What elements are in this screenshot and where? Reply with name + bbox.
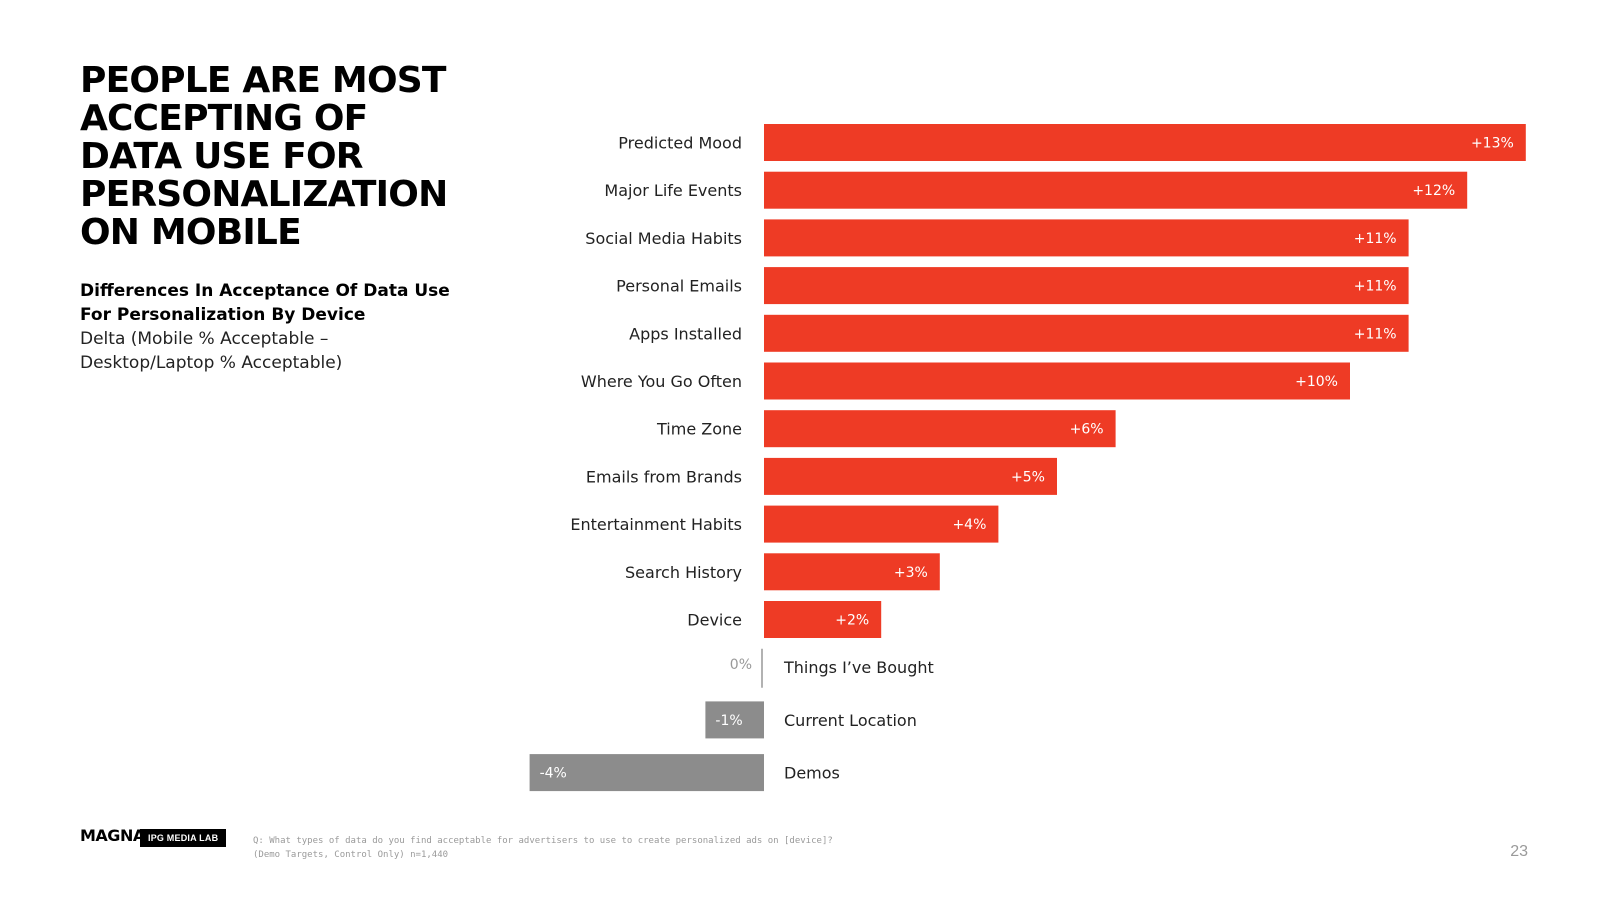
bar-social-media-habits (764, 219, 1409, 257)
bar-time-zone (764, 410, 1116, 448)
survey-question-note: Q: What types of data do you find accept… (253, 836, 833, 860)
magna-logo: MAGNA (80, 826, 145, 845)
ipg-media-lab-logo: IPG MEDIA LAB (140, 829, 227, 847)
bar-entertainment-habits (764, 505, 999, 543)
data-label-current-location: -1% (715, 713, 742, 729)
category-label-where-you-go-often: Where You Go Often (581, 372, 742, 391)
data-label-time-zone: +6% (1070, 422, 1104, 438)
data-label-personal-emails: +11% (1354, 279, 1397, 295)
category-label-major-life-events: Major Life Events (604, 181, 742, 200)
category-label-device: Device (687, 611, 742, 630)
data-label-major-life-events: +12% (1412, 183, 1455, 199)
bar-emails-from-brands (764, 457, 1057, 495)
category-label-personal-emails: Personal Emails (616, 277, 742, 296)
bar-chart: Predicted Mood +13% Major Life Events +12% S… (529, 124, 1526, 792)
data-label-social-media-habits: +11% (1354, 231, 1397, 247)
bar-major-life-events (764, 171, 1468, 209)
category-label-social-media-habits: Social Media Habits (585, 229, 742, 248)
category-label-time-zone: Time Zone (656, 420, 742, 439)
category-label-entertainment-habits: Entertainment Habits (570, 515, 742, 534)
bar-predicted-mood (764, 124, 1526, 161)
data-label-where-you-go-often: +10% (1295, 374, 1338, 390)
category-label-apps-installed: Apps Installed (629, 324, 742, 343)
data-label-device: +2% (835, 613, 869, 629)
category-label-predicted-mood: Predicted Mood (618, 134, 742, 153)
category-label-demos: Demos (784, 764, 840, 783)
category-label-search-history: Search History (625, 563, 742, 582)
bar-search-history (764, 553, 940, 591)
data-label-search-history: +3% (894, 565, 928, 581)
bar-apps-installed (764, 314, 1409, 352)
bar-device (764, 601, 882, 638)
data-label-emails-from-brands: +5% (1011, 469, 1045, 485)
bar-demos (529, 754, 764, 792)
category-label-current-location: Current Location (784, 711, 917, 730)
chart-description: Delta (Mobile % Acceptable – Desktop/Lap… (80, 329, 343, 373)
bar-personal-emails (764, 267, 1409, 305)
data-label-entertainment-habits: +4% (952, 517, 986, 533)
bar-where-you-go-often (764, 362, 1350, 400)
data-label-predicted-mood: +13% (1471, 136, 1514, 152)
chart-subtitle: Differences In Acceptance Of Data Use Fo… (80, 281, 450, 325)
category-label-things-i-ve-bought: Things I’ve Bought (783, 658, 934, 677)
data-label-demos: -4% (540, 766, 567, 782)
data-label-things-i-ve-bought: 0% (730, 657, 752, 673)
category-label-emails-from-brands: Emails from Brands (586, 467, 742, 486)
page-number: 23 (1510, 843, 1528, 860)
page-title: PEOPLE ARE MOST ACCEPTING OF DATA USE FO… (80, 60, 448, 253)
data-label-apps-installed: +11% (1354, 326, 1397, 342)
bar-current-location (705, 701, 764, 739)
